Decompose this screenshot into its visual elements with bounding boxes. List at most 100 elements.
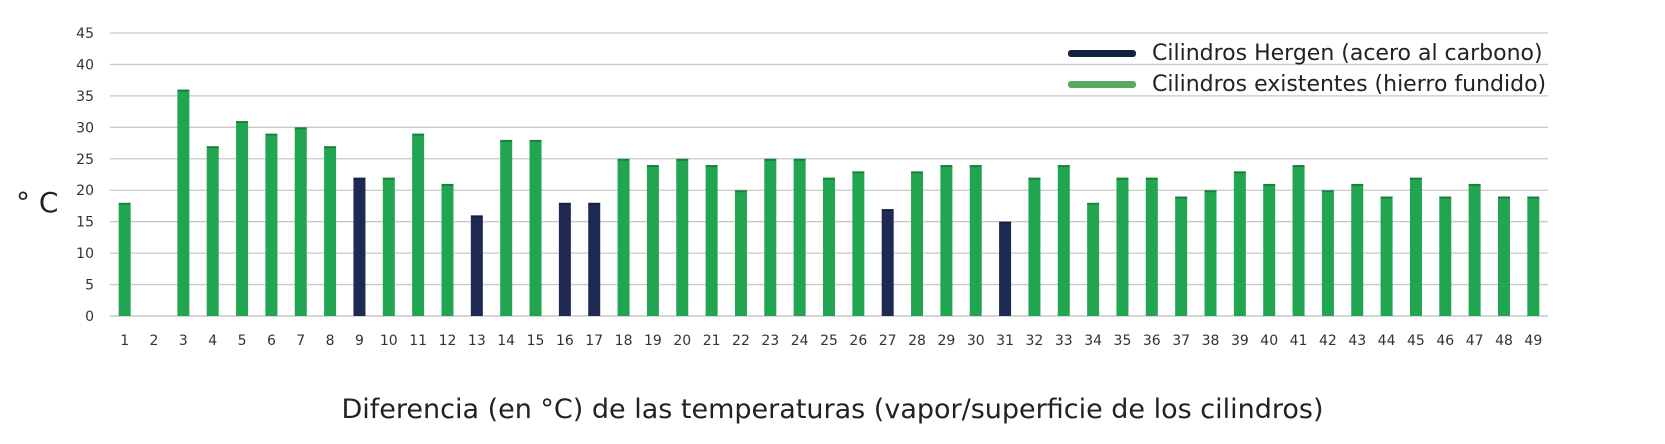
x-tick-label: 11 — [409, 333, 427, 349]
y-axis-ticks: 0 5 10 15 20 25 30 35 40 45 — [76, 26, 94, 325]
bar-cap-25 — [823, 177, 835, 180]
bar-cap-31 — [999, 221, 1012, 224]
bar-5 — [236, 121, 249, 317]
bar-9 — [353, 177, 366, 316]
x-tick-label: 22 — [732, 333, 750, 349]
bar-30 — [969, 165, 982, 316]
x-tick-label: 29 — [937, 333, 955, 349]
x-tick-label: 21 — [703, 333, 721, 349]
x-tick-label: 23 — [761, 333, 779, 349]
x-tick-label: 5 — [238, 333, 247, 349]
x-tick-label: 48 — [1495, 333, 1513, 349]
bar-cap-38 — [1204, 190, 1217, 193]
bar-17 — [588, 202, 601, 316]
bar-43 — [1351, 183, 1364, 316]
bar-16 — [558, 202, 571, 316]
y-tick-label: 0 — [85, 309, 94, 325]
bar-cap-10 — [382, 177, 395, 180]
legend-item-existentes: Cilindros existentes (hierro fundido) — [1068, 69, 1546, 100]
x-axis-ticks: 1 2 3 4 5 6 7 8 9 10 11 12 13 14 15 16 17 18 19 20 21 22 23 24 2… — [120, 333, 1542, 349]
x-tick-label: 28 — [908, 333, 926, 349]
bar-46 — [1439, 196, 1452, 316]
bar-48 — [1497, 196, 1510, 316]
x-tick-label: 35 — [1114, 333, 1132, 349]
x-tick-label: 7 — [296, 333, 305, 349]
bar-29 — [940, 165, 953, 316]
x-tick-label: 31 — [996, 333, 1014, 349]
bar-cap-15 — [529, 139, 542, 142]
bar-39 — [1233, 171, 1246, 316]
bar-13 — [470, 215, 483, 316]
x-tick-label: 33 — [1055, 333, 1073, 349]
bar-cap-49 — [1527, 196, 1540, 199]
x-tick-label: 10 — [380, 333, 398, 349]
bar-cap-16 — [558, 202, 571, 205]
bar-cap-41 — [1292, 165, 1305, 168]
x-tick-label: 47 — [1466, 333, 1484, 349]
bar-cap-39 — [1233, 171, 1246, 174]
x-tick-label: 9 — [355, 333, 364, 349]
bar-31 — [999, 221, 1012, 316]
bar-32 — [1028, 177, 1041, 316]
bar-cap-28 — [911, 171, 924, 174]
bar-cap-12 — [441, 183, 454, 186]
legend-swatch-hergen — [1068, 50, 1136, 57]
x-tick-label: 18 — [615, 333, 633, 349]
x-tick-label: 13 — [468, 333, 486, 349]
bar-44 — [1380, 196, 1393, 316]
bar-12 — [441, 183, 454, 316]
x-tick-label: 46 — [1436, 333, 1454, 349]
bar-34 — [1087, 202, 1100, 316]
x-tick-label: 19 — [644, 333, 662, 349]
bar-38 — [1204, 190, 1217, 316]
bar-28 — [911, 171, 924, 316]
x-tick-label: 37 — [1172, 333, 1190, 349]
y-tick-label: 35 — [76, 89, 94, 105]
bar-cap-14 — [500, 139, 513, 142]
bar-cap-22 — [734, 190, 747, 193]
x-tick-label: 6 — [267, 333, 276, 349]
x-tick-label: 12 — [439, 333, 457, 349]
bar-47 — [1468, 183, 1481, 316]
bar-cap-44 — [1380, 196, 1393, 199]
x-tick-label: 25 — [820, 333, 838, 349]
bar-10 — [382, 177, 395, 316]
bar-42 — [1321, 190, 1334, 316]
bar-18 — [617, 158, 630, 316]
bar-cap-27 — [881, 209, 894, 212]
legend-label-existentes: Cilindros existentes (hierro fundido) — [1152, 72, 1547, 97]
x-tick-label: 44 — [1378, 333, 1396, 349]
x-tick-label: 45 — [1407, 333, 1425, 349]
x-tick-label: 42 — [1319, 333, 1337, 349]
x-tick-label: 16 — [556, 333, 574, 349]
bar-23 — [764, 158, 777, 316]
bar-cap-42 — [1321, 190, 1334, 193]
bar-cap-45 — [1409, 177, 1422, 180]
bar-cap-29 — [940, 165, 953, 168]
x-tick-label: 14 — [497, 333, 515, 349]
x-tick-label: 41 — [1290, 333, 1308, 349]
bar-cap-9 — [353, 177, 366, 180]
y-tick-label: 30 — [76, 120, 94, 136]
bar-11 — [412, 133, 425, 316]
bar-cap-6 — [265, 133, 278, 136]
bar-cap-47 — [1468, 183, 1481, 186]
bar-cap-33 — [1057, 165, 1070, 168]
bar-8 — [324, 146, 337, 316]
bar-41 — [1292, 165, 1305, 316]
bar-cap-18 — [617, 158, 630, 161]
x-tick-label: 43 — [1348, 333, 1366, 349]
y-axis-title: ° C — [16, 186, 59, 219]
bar-cap-24 — [793, 158, 806, 161]
bar-27 — [881, 209, 894, 316]
bar-cap-35 — [1116, 177, 1129, 180]
bar-20 — [676, 158, 689, 316]
bar-6 — [265, 133, 278, 316]
bar-22 — [734, 190, 747, 316]
bar-cap-48 — [1497, 196, 1510, 199]
bar-49 — [1527, 196, 1540, 316]
x-tick-label: 8 — [326, 333, 335, 349]
x-tick-label: 2 — [150, 333, 159, 349]
legend-swatch-existentes — [1068, 81, 1136, 88]
bar-14 — [500, 139, 513, 316]
